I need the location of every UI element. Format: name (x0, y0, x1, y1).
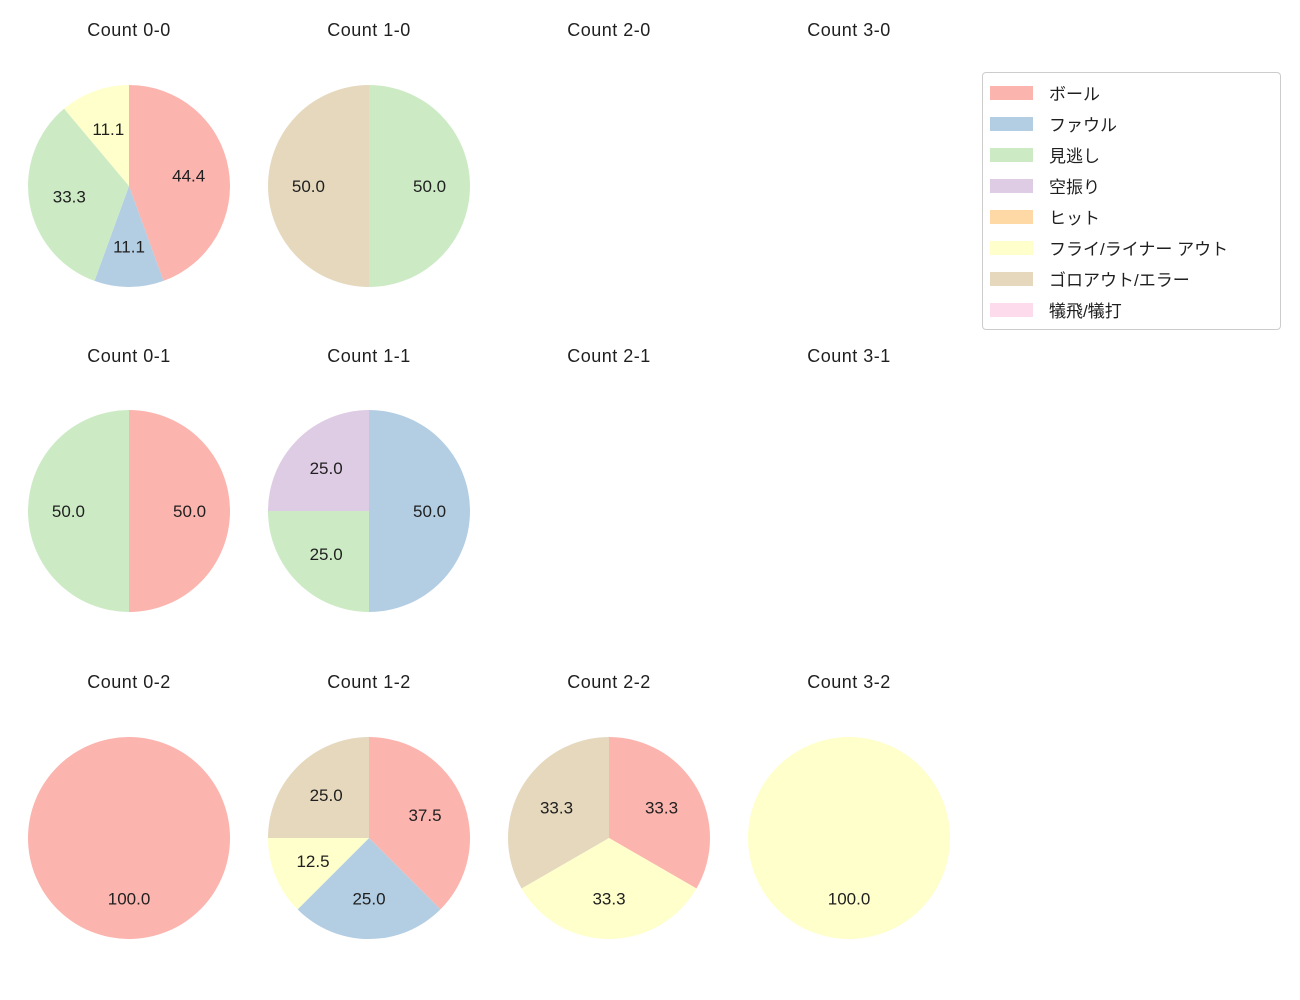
pie-slice-value: 11.1 (92, 120, 124, 139)
pie-slice-value: 50.0 (413, 502, 446, 521)
legend-item: 空振り (983, 170, 1280, 201)
pie-slice (129, 410, 230, 612)
pie-slice-value: 33.3 (540, 799, 573, 818)
legend-swatch-ball (990, 85, 1033, 100)
legend-swatch-sacrifice (990, 302, 1033, 317)
pie-chart-count-3-1 (739, 401, 959, 621)
pie-chart-count-1-2: 37.5 25.0 12.5 25.0 (268, 737, 471, 940)
pie-chart-count-2-0 (499, 76, 719, 296)
pie-slice (369, 85, 470, 287)
legend-label: 見逃し (1049, 147, 1100, 166)
legend-swatch-foul (990, 116, 1033, 131)
legend-item: ゴロアウト/エラー (983, 263, 1280, 294)
legend-item: 犠飛/犠打 (983, 294, 1280, 325)
pie-slice (268, 511, 369, 612)
pie-slice (28, 410, 129, 612)
legend-item: ボール (983, 77, 1280, 108)
pie-slice (28, 108, 129, 281)
subplot-title-count-1-0: Count 1-0 (327, 20, 411, 40)
pie-slice (268, 838, 369, 910)
subplot-title-count-0-1: Count 0-1 (87, 346, 171, 366)
subplot-title-count-3-0: Count 3-0 (807, 20, 891, 40)
pie-slice (609, 737, 711, 889)
subplot-title-count-2-0: Count 2-0 (567, 20, 651, 40)
pie-slice-value: 25.0 (310, 459, 343, 478)
pie-chart-count-0-1: 50.0 50.0 (28, 410, 230, 612)
pie-slice (268, 737, 369, 838)
pie-slice-value: 11.1 (113, 238, 145, 257)
legend-swatch-hit (990, 209, 1033, 224)
subplot-title-count-3-2: Count 3-2 (807, 672, 891, 692)
pie-slice-value: 50.0 (52, 502, 85, 521)
pie-slice (369, 737, 471, 910)
pie-slice-value: 25.0 (352, 890, 385, 909)
legend-item: 見逃し (983, 139, 1280, 170)
pie-slice (369, 410, 470, 612)
pie-slice (521, 838, 697, 940)
pie-slice-value: 50.0 (173, 502, 206, 521)
pie-slice-value: 33.3 (53, 187, 86, 206)
pie-chart-count-0-2: 100.0 (28, 737, 230, 939)
legend-label: ヒット (1049, 209, 1100, 228)
pie-chart-count-3-0 (739, 76, 959, 296)
pie-slice-value: 44.4 (172, 166, 205, 185)
legend-item: ヒット (983, 201, 1280, 232)
pie-slice (129, 85, 230, 281)
pie-slice (507, 737, 609, 889)
pie-chart-count-1-0: 50.0 50.0 (268, 85, 470, 287)
subplot-title-count-1-2: Count 1-2 (327, 672, 411, 692)
pie-slice (64, 85, 129, 186)
pie-slice-value: 33.3 (592, 890, 625, 909)
pie-chart-count-2-1 (499, 401, 719, 621)
pie-slice-value: 33.3 (645, 799, 678, 818)
legend-item: フライ/ライナー アウト (983, 232, 1280, 263)
pie-slice (94, 186, 164, 287)
legend-label: 空振り (1049, 178, 1100, 197)
pie-slice-value: 37.5 (408, 806, 441, 825)
pie-slice-value: 50.0 (413, 177, 446, 196)
pie-slice (268, 410, 369, 511)
legend-label: 犠飛/犠打 (1049, 302, 1122, 321)
legend-label: ボール (1049, 85, 1100, 104)
subplot-title-count-0-2: Count 0-2 (87, 672, 171, 692)
pie-slice (297, 838, 441, 940)
legend-swatch-swinging-strike (990, 178, 1033, 193)
pie-slice-value: 25.0 (310, 545, 343, 564)
pie-slice (28, 737, 230, 939)
legend-swatch-fly-liner-out (990, 240, 1033, 255)
pie-slice-value: 100.0 (828, 890, 871, 909)
legend-swatch-called-strike (990, 147, 1033, 162)
pie-slice (268, 85, 369, 287)
legend-item: ファウル (983, 108, 1280, 139)
subplot-title-count-1-1: Count 1-1 (327, 346, 411, 366)
pie-slice-value: 50.0 (292, 177, 325, 196)
pie-slice-value: 100.0 (108, 890, 151, 909)
pie-slice (748, 737, 950, 939)
pie-slice-value: 25.0 (310, 786, 343, 805)
pie-slice-value: 12.5 (296, 852, 329, 871)
subplot-title-count-0-0: Count 0-0 (87, 20, 171, 40)
subplot-title-count-2-2: Count 2-2 (567, 672, 651, 692)
legend-swatch-groundout-error (990, 271, 1033, 286)
legend-label: フライ/ライナー アウト (1049, 240, 1229, 259)
pie-chart-count-3-2: 100.0 (748, 737, 950, 939)
legend-label: ゴロアウト/エラー (1049, 271, 1190, 290)
legend-label: ファウル (1049, 116, 1117, 135)
pie-chart-count-2-2: 33.3 33.3 33.3 (507, 737, 711, 940)
pie-chart-count-0-0: 44.4 11.1 33.3 11.1 (28, 85, 230, 287)
subplot-title-count-3-1: Count 3-1 (807, 346, 891, 366)
subplot-title-count-2-1: Count 2-1 (567, 346, 651, 366)
pie-chart-count-1-1: 50.0 25.0 25.0 (268, 410, 470, 612)
legend: ボール ファウル 見逃し 空振り ヒット フライ/ライナー アウト ゴロアウト/… (982, 72, 1281, 330)
